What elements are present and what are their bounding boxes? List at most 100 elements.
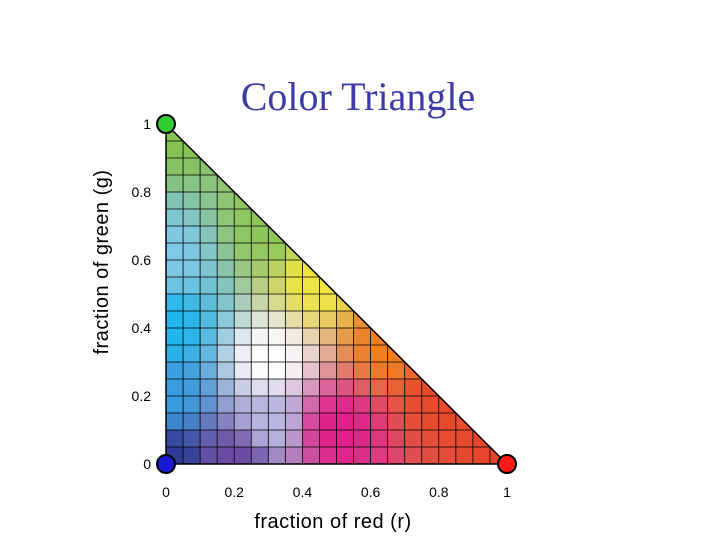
color-cell <box>251 226 269 243</box>
color-cell <box>319 294 337 311</box>
color-cell <box>217 294 235 311</box>
color-cell <box>268 345 286 362</box>
color-cell <box>387 379 405 396</box>
color-cell <box>166 396 184 413</box>
y-axis-ticks: 0 0.2 0.4 0.6 0.8 1 <box>132 116 152 472</box>
color-cell <box>319 379 337 396</box>
color-cell <box>234 396 252 413</box>
x-tick-label: 1 <box>503 484 511 500</box>
x-tick-label: 0.4 <box>293 484 313 500</box>
color-cell <box>285 277 303 294</box>
color-cell <box>166 226 184 243</box>
color-cell <box>251 311 269 328</box>
color-cell <box>183 396 201 413</box>
color-cell <box>353 345 371 362</box>
color-cell <box>268 243 286 260</box>
color-cell <box>234 260 252 277</box>
color-cell <box>251 362 269 379</box>
color-cell <box>251 260 269 277</box>
color-cell <box>268 379 286 396</box>
color-cell <box>319 311 337 328</box>
color-cell <box>302 396 320 413</box>
color-cell <box>183 447 201 464</box>
color-cell <box>217 328 235 345</box>
y-tick-label: 1 <box>143 116 151 132</box>
color-cell <box>370 379 388 396</box>
color-cell <box>183 175 201 192</box>
color-cell <box>217 260 235 277</box>
color-cell <box>285 447 303 464</box>
color-cell <box>353 396 371 413</box>
color-cell <box>370 345 388 362</box>
color-cell <box>319 447 337 464</box>
color-cell <box>217 413 235 430</box>
color-cell <box>268 260 286 277</box>
color-cell <box>302 362 320 379</box>
color-cell <box>200 311 218 328</box>
color-cell <box>438 430 456 447</box>
color-cell <box>268 362 286 379</box>
color-cell <box>183 260 201 277</box>
color-cell <box>200 260 218 277</box>
color-cell <box>217 243 235 260</box>
y-tick-label: 0.6 <box>132 252 152 268</box>
color-cell <box>251 413 269 430</box>
color-cell <box>353 413 371 430</box>
y-axis-label: fraction of green (g) <box>91 169 113 354</box>
color-cell <box>455 430 473 447</box>
color-cell <box>200 294 218 311</box>
color-cell <box>166 175 184 192</box>
color-cell <box>200 345 218 362</box>
color-cell <box>183 379 201 396</box>
color-cell <box>234 447 252 464</box>
color-cell <box>302 277 320 294</box>
color-cell <box>200 328 218 345</box>
color-cell <box>166 294 184 311</box>
color-cell <box>285 294 303 311</box>
color-cell <box>200 447 218 464</box>
color-cell <box>285 328 303 345</box>
red-vertex-marker <box>497 454 517 474</box>
color-cell <box>285 362 303 379</box>
color-cell <box>234 277 252 294</box>
color-cell <box>268 311 286 328</box>
color-cell <box>336 362 354 379</box>
color-cell <box>285 379 303 396</box>
x-tick-label: 0.6 <box>361 484 381 500</box>
triangle-outline <box>165 122 509 465</box>
color-cell <box>251 430 269 447</box>
color-cells <box>166 124 507 464</box>
color-cell <box>336 345 354 362</box>
color-cell <box>200 430 218 447</box>
y-tick-label: 0.2 <box>132 388 152 404</box>
color-cell <box>166 141 184 158</box>
color-cell <box>166 192 184 209</box>
color-cell <box>268 277 286 294</box>
color-cell <box>336 379 354 396</box>
color-cell <box>438 413 456 430</box>
color-cell <box>268 294 286 311</box>
color-cell <box>183 243 201 260</box>
color-cell <box>200 396 218 413</box>
color-cell <box>404 379 422 396</box>
color-cell <box>166 277 184 294</box>
color-cell <box>200 413 218 430</box>
color-cell <box>183 311 201 328</box>
color-cell <box>166 328 184 345</box>
color-cell <box>183 226 201 243</box>
color-cell <box>302 345 320 362</box>
color-cell <box>200 209 218 226</box>
color-cell <box>166 243 184 260</box>
color-cell <box>217 277 235 294</box>
color-cell <box>183 413 201 430</box>
color-cell <box>234 209 252 226</box>
color-cell <box>285 260 303 277</box>
color-cell <box>234 430 252 447</box>
color-cell <box>217 192 235 209</box>
color-cell <box>336 413 354 430</box>
color-cell <box>166 413 184 430</box>
color-cell <box>421 430 439 447</box>
color-cell <box>251 396 269 413</box>
color-cell <box>251 345 269 362</box>
